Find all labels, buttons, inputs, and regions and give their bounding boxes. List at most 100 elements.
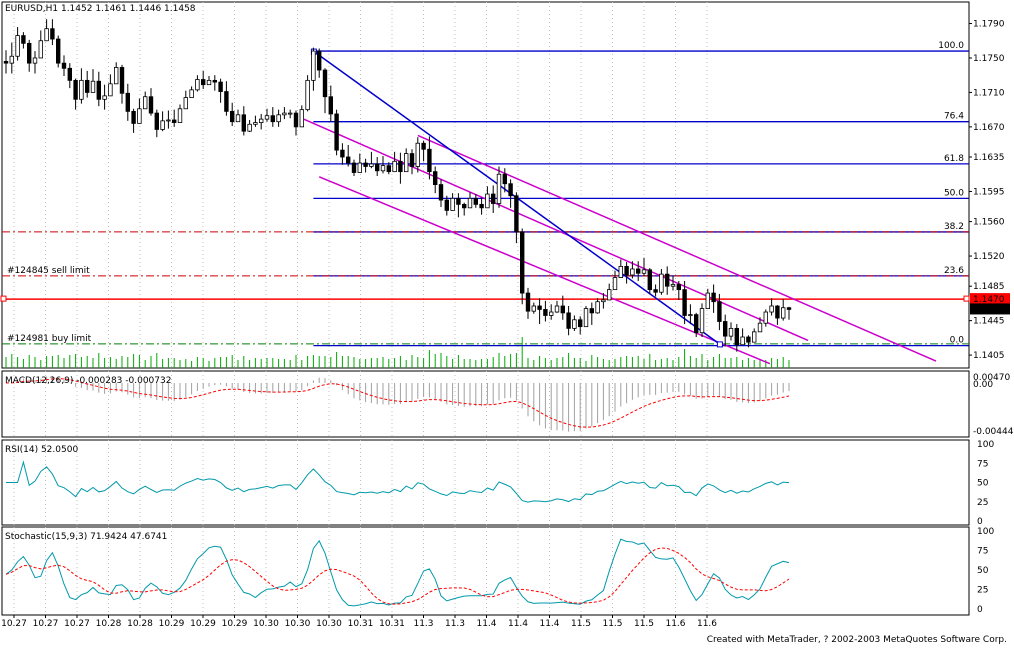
candle-body: [438, 184, 444, 201]
current-price-tag: 1.1470: [973, 295, 1005, 305]
candle-body: [398, 160, 403, 173]
candle-body: [235, 114, 241, 123]
candle-body: [508, 183, 513, 197]
candle-body: [276, 114, 281, 123]
candle-body: [305, 79, 310, 111]
footer-credit: Created with MetaTrader, ? 2002-2003 Met…: [706, 635, 1007, 645]
candle-body: [432, 171, 438, 185]
candle-body: [595, 301, 600, 314]
date-tick-label: 10.28: [127, 619, 153, 629]
candle-body: [369, 163, 374, 167]
candle-body: [56, 38, 61, 64]
candle-body: [682, 289, 687, 316]
candle-body: [723, 321, 728, 337]
candle-body: [50, 28, 55, 40]
candle-body: [189, 89, 194, 98]
candle-body: [659, 273, 664, 293]
date-tick-label: 11.4: [508, 619, 528, 629]
stochastic-tick-label: 100: [977, 527, 994, 537]
candle-body: [282, 112, 287, 116]
candle-body: [752, 331, 757, 343]
candle-body: [328, 96, 333, 115]
candle-body: [258, 118, 264, 123]
price-tick-label: 1.1520: [973, 252, 1005, 262]
candle-body: [108, 83, 113, 97]
price-tick-label: 1.1790: [973, 20, 1005, 30]
candle-body: [131, 110, 136, 124]
rsi-frame: [1, 439, 970, 526]
current-price-tag-bg: [970, 293, 1010, 305]
price-levels: 100.0 76.4 61.8 50.0 38.2 23.6 0.0 #124845 sell…: [0, 41, 970, 347]
candle-body: [287, 112, 293, 115]
candle-body: [380, 165, 386, 172]
candle-body: [601, 299, 606, 303]
fib-level-label: 50.0: [944, 188, 964, 198]
candle-body: [694, 314, 699, 334]
candle-body: [705, 292, 710, 309]
date-tick-label: 11.3: [445, 619, 465, 629]
rsi-tick-label: 50: [977, 479, 989, 489]
rsi-tick-label: 100: [977, 440, 994, 450]
date-tick-label: 10.29: [190, 619, 216, 629]
stochastic-title: Stochastic(15,9,3) 71.9424 47.6741: [5, 532, 167, 542]
stochastic-signal-line: [5, 547, 790, 605]
date-tick-label: 10.31: [379, 619, 405, 629]
candle-body: [137, 108, 142, 124]
price-tick-label: 1.1670: [973, 123, 1005, 133]
date-tick-label: 10.27: [64, 619, 90, 629]
candle-body: [125, 92, 130, 112]
date-tick-label: 10.27: [1, 619, 27, 629]
date-tick-label: 10.28: [96, 619, 122, 629]
candle-body: [699, 308, 705, 334]
candle-body: [183, 97, 188, 110]
candle-body: [647, 269, 652, 291]
candle-body: [560, 305, 565, 314]
candle-body: [630, 268, 635, 276]
candle-body: [740, 336, 745, 346]
date-tick-label: 11.4: [476, 619, 496, 629]
candle-body: [717, 301, 722, 322]
stochastic-tick-label: 25: [977, 586, 988, 596]
candle-body: [218, 81, 223, 92]
fib-level-label: 0.0: [950, 336, 965, 346]
candle-body: [520, 231, 525, 294]
candle-body: [467, 197, 473, 209]
candle-body: [786, 307, 792, 310]
main-chart-title: EURUSD,H1 1.1452 1.1461 1.1446 1.1458: [5, 4, 196, 14]
price-tick-label: 1.1750: [973, 54, 1005, 64]
candle-body: [525, 292, 531, 312]
rsi-tick-label: 0: [977, 517, 983, 527]
candle-body: [224, 91, 229, 112]
candle-body: [473, 197, 478, 205]
candle-body: [15, 35, 20, 57]
candle-body: [531, 305, 536, 312]
candle-body: [653, 289, 658, 293]
candle-body: [316, 50, 322, 71]
order-label: #124981 buy limit: [7, 334, 92, 344]
candle-body: [769, 305, 774, 313]
candle-body: [549, 311, 554, 316]
candle-body: [270, 115, 275, 123]
candle-body: [61, 62, 67, 69]
candle-body: [757, 322, 763, 333]
candle-body: [293, 112, 299, 128]
candle-body: [566, 312, 571, 329]
candle-body: [676, 284, 681, 291]
candle-body: [73, 79, 78, 100]
macd-pane: [5, 375, 790, 432]
candle-body: [392, 160, 397, 173]
rsi-tick-label: 75: [977, 459, 988, 469]
stochastic-main-line: [5, 538, 790, 607]
candle-body: [229, 110, 235, 123]
candle-body: [299, 109, 304, 128]
candle-body: [44, 28, 49, 42]
main-frame: [1, 1, 970, 369]
fib-level-label: 23.6: [944, 266, 964, 276]
candle-body: [247, 123, 252, 132]
candle-body: [195, 79, 200, 91]
candle-body: [160, 120, 165, 130]
price-tick-label: 1.1445: [973, 317, 1005, 327]
candle-body: [177, 108, 183, 123]
date-tick-label: 11.5: [634, 619, 654, 629]
candle-body: [618, 265, 623, 278]
